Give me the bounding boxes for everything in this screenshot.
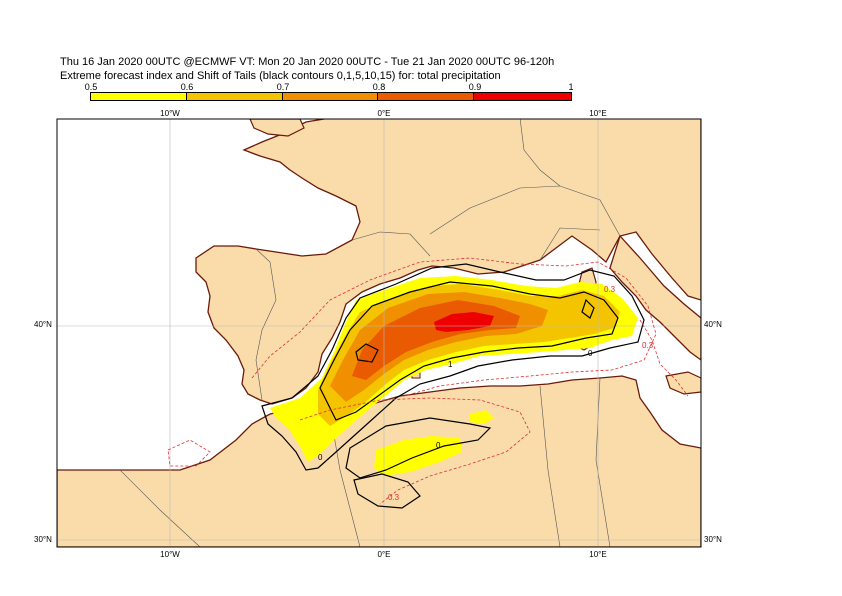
lon-label-bottom: 10°E (589, 550, 607, 559)
land-europe (195, 119, 701, 405)
lon-label-top: 10°W (160, 109, 180, 118)
land-sicily (665, 371, 701, 395)
lon-label-bottom: 0°E (377, 550, 391, 559)
contour-label: 0 (436, 441, 441, 450)
colorbar-tick: 0.9 (468, 82, 482, 92)
colorbar-tick: 0.7 (276, 82, 290, 92)
contour-label: 0.3 (388, 493, 400, 502)
contour-label: 1 (448, 360, 453, 369)
country-borders (119, 119, 621, 547)
map-subtitle: Extreme forecast index and Shift of Tail… (60, 70, 501, 82)
sot-contours (261, 263, 645, 509)
sot-dashed (167, 257, 689, 505)
colorbar-tick: 0.6 (180, 82, 194, 92)
contour-label: 0 (588, 349, 593, 358)
colorbar-segment-5 (473, 92, 572, 101)
lon-label-top: 0°E (377, 109, 391, 118)
colorbar-tick: 0.8 (372, 82, 386, 92)
lat-label-left: 40°N (34, 320, 52, 329)
map-frame (56, 118, 702, 548)
lat-label-right: 30°N (704, 535, 722, 544)
lat-label-left: 30°N (34, 535, 52, 544)
contour-label: 0.3 (642, 341, 654, 350)
lon-label-top: 10°E (589, 109, 607, 118)
contour-label: 0.3 (604, 285, 616, 294)
lat-label-right: 40°N (704, 320, 722, 329)
map-title: Thu 16 Jan 2020 00UTC @ECMWF VT: Mon 20 … (60, 56, 555, 68)
colorbar-tick: 0.5 (84, 82, 98, 92)
lon-label-bottom: 10°W (160, 550, 180, 559)
contour-label: 0 (318, 453, 323, 462)
colorbar-tick: 1 (568, 82, 574, 92)
land-britain (249, 119, 305, 137)
land-italy (609, 234, 701, 361)
graticule (57, 119, 701, 547)
